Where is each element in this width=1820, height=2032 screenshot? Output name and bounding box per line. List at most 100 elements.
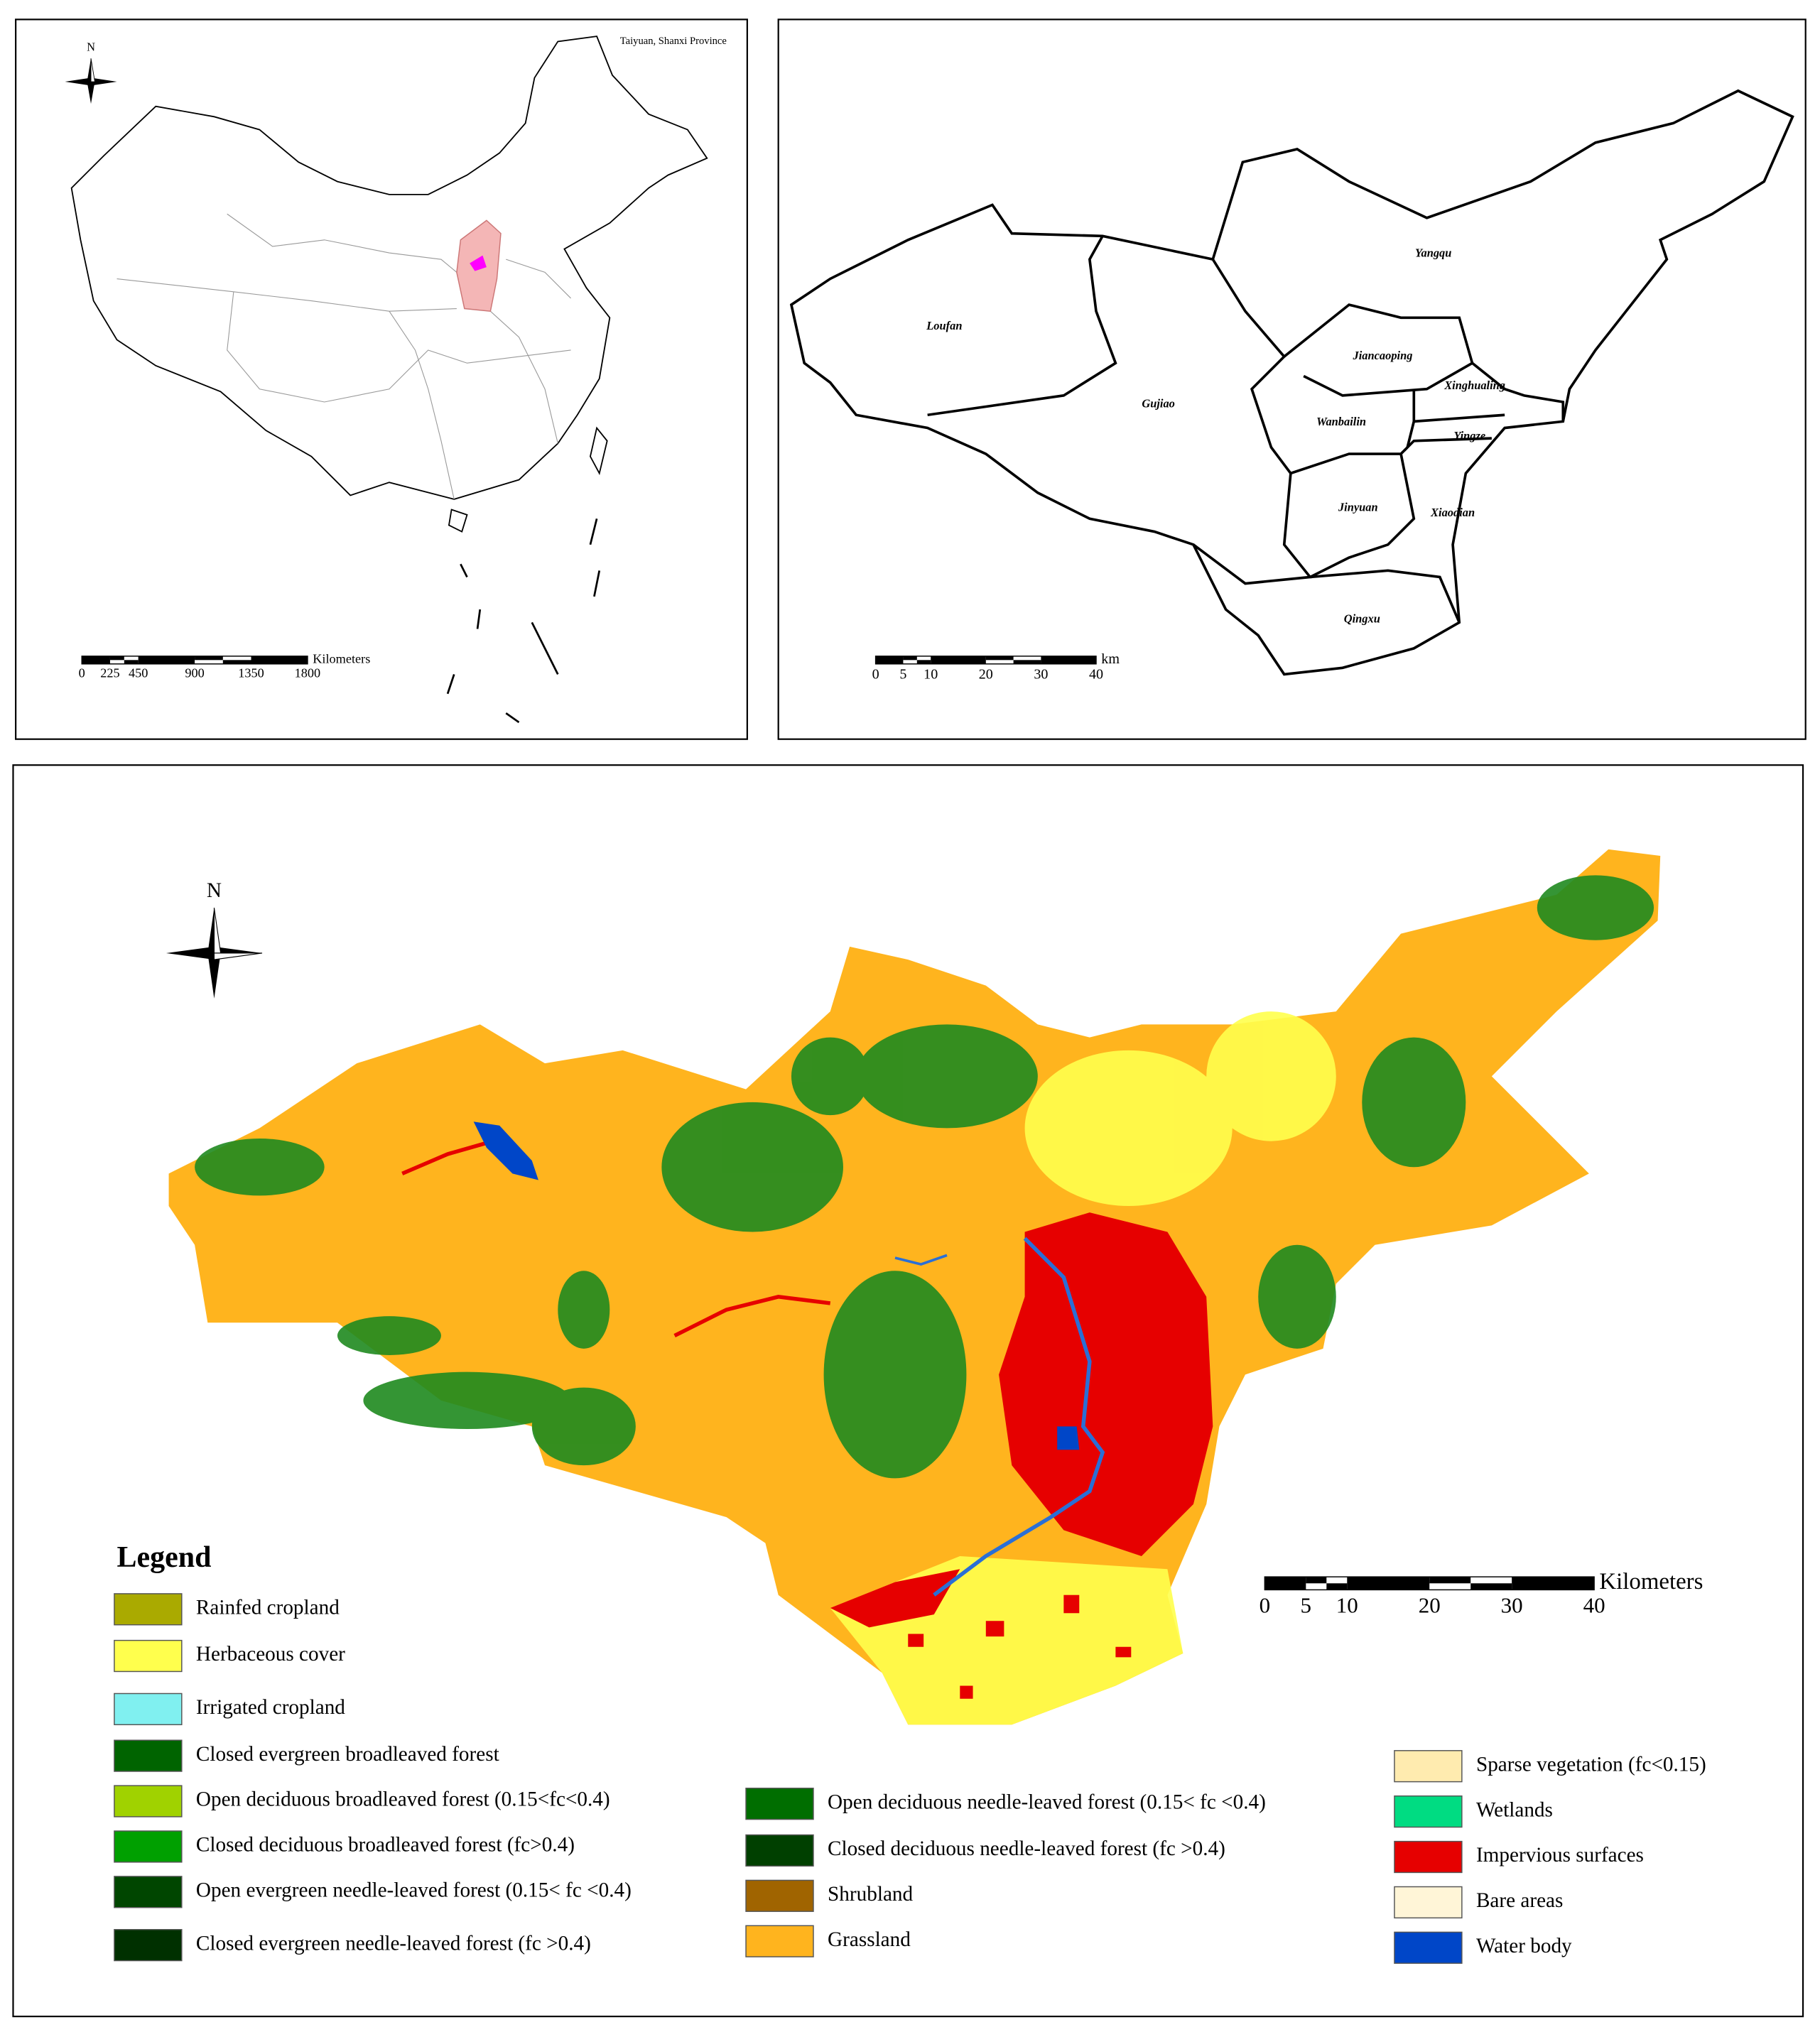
scale-segment <box>1470 1583 1512 1590</box>
scale-label: 0 <box>79 666 85 680</box>
scale-segment <box>222 660 251 664</box>
scale-segment <box>1013 660 1041 664</box>
scale-label: 5 <box>1301 1592 1312 1617</box>
legend-label: Closed evergreen needle-leaved forest (f… <box>196 1932 591 1955</box>
legend: Rainfed cropland Herbaceous cover Irrigate… <box>114 1593 1706 1964</box>
legend-label: Grassland <box>828 1928 911 1951</box>
legend-swatch <box>114 1929 183 1962</box>
scale-segment <box>1512 1577 1595 1590</box>
scale-segment <box>903 656 917 661</box>
legend-label: Rainfed cropland <box>196 1596 340 1619</box>
scale-segment <box>875 656 904 664</box>
scale-label: 10 <box>923 666 938 682</box>
legend-swatch <box>114 1785 183 1818</box>
district-label: Gujiao <box>1142 396 1175 410</box>
legend-label: Open deciduous broadleaved forest (0.15<… <box>196 1788 610 1811</box>
north-label: N <box>87 40 95 53</box>
district-label: Yangqu <box>1415 246 1451 260</box>
scale-segment <box>124 660 139 664</box>
legend-label: Water body <box>1476 1935 1572 1957</box>
district-label: Xiaodian <box>1430 506 1475 519</box>
legend-label: Sparse vegetation (fc<0.15) <box>1476 1753 1706 1776</box>
scale-segment <box>931 656 986 664</box>
legend-swatch <box>114 1639 183 1673</box>
scale-label: 225 <box>100 666 119 680</box>
scale-label: 40 <box>1089 666 1103 682</box>
scale-label: 40 <box>1583 1592 1605 1617</box>
taiyuan-marker <box>470 255 487 271</box>
district-boundaries <box>789 89 1794 676</box>
legend-label: Open deciduous needle-leaved forest (0.1… <box>828 1791 1266 1813</box>
legend-swatch <box>1394 1931 1463 1964</box>
legend-label: Shrubland <box>828 1883 913 1906</box>
scale-segment <box>1306 1577 1327 1584</box>
scale-segment <box>1041 656 1096 664</box>
scale-segment <box>985 656 1014 661</box>
legend-swatch <box>745 1925 814 1957</box>
district-label: Loufan <box>926 319 962 332</box>
district-labels: Loufan Gujiao Yangqu Jiancaoping Xinghualing… <box>926 246 1505 626</box>
legend-swatch <box>745 1834 814 1867</box>
legend-swatch <box>745 1788 814 1820</box>
scale-segment <box>916 660 931 664</box>
inset-title: Taiyuan, Shanxi Province <box>620 36 727 47</box>
legend-swatch <box>1394 1840 1463 1874</box>
legend-label: Closed evergreen broadleaved forest <box>196 1743 499 1766</box>
scale-segment <box>109 656 124 661</box>
district-frame <box>777 18 1807 740</box>
legend-swatch <box>745 1879 814 1912</box>
scale-segment <box>1326 1583 1348 1590</box>
scale-segment <box>138 656 195 664</box>
scale-label: 0 <box>872 666 879 682</box>
legend-swatch <box>1394 1750 1463 1783</box>
china-outline <box>70 36 708 533</box>
legend-label: Impervious surfaces <box>1476 1844 1644 1867</box>
province-lines <box>117 213 571 500</box>
legend-swatch <box>1394 1795 1463 1828</box>
legend-label: Irrigated cropland <box>196 1696 345 1719</box>
scale-segment <box>1429 1577 1471 1584</box>
land-cover-raster <box>168 849 1661 1725</box>
scale-label: 1350 <box>238 666 264 680</box>
scale-label: 450 <box>129 666 148 680</box>
scale-label: 30 <box>1034 666 1048 682</box>
district-label: Jiancaoping <box>1353 349 1413 362</box>
north-label: N <box>207 879 222 902</box>
legend-label: Open evergreen needle-leaved forest (0.1… <box>196 1879 632 1902</box>
legend-swatch <box>114 1830 183 1863</box>
legend-label: Bare areas <box>1476 1889 1563 1912</box>
district-label: Qingxu <box>1344 612 1380 625</box>
legend-swatch <box>114 1693 183 1726</box>
scale-segment <box>251 656 308 664</box>
legend-swatch <box>114 1876 183 1908</box>
legend-label: Herbaceous cover <box>196 1643 345 1666</box>
scale-label: 30 <box>1501 1592 1523 1617</box>
district-label: Jinyuan <box>1338 500 1378 514</box>
scale-unit: Kilometers <box>1599 1569 1703 1594</box>
islands <box>446 518 601 724</box>
district-label: Yingze <box>1453 429 1485 442</box>
district-label: Xinghualing <box>1443 379 1505 392</box>
scale-segment <box>195 656 223 661</box>
scale-segment <box>82 656 110 664</box>
scale-unit: Kilometers <box>313 652 370 666</box>
legend-swatch <box>114 1739 183 1772</box>
scale-label: 1800 <box>295 666 321 680</box>
legend-swatch <box>1394 1886 1463 1919</box>
legend-label: Wetlands <box>1476 1798 1553 1821</box>
scale-label: 5 <box>899 666 906 682</box>
district-label: Wanbailin <box>1316 415 1366 428</box>
scale-label: 0 <box>1260 1592 1271 1617</box>
scale-label: 900 <box>185 666 204 680</box>
scale-label: 20 <box>979 666 993 682</box>
scale-segment <box>1347 1577 1430 1590</box>
legend-label: Closed deciduous broadleaved forest (fc>… <box>196 1834 575 1857</box>
legend-label: Closed deciduous needle-leaved forest (f… <box>828 1837 1225 1860</box>
scale-label: 10 <box>1336 1592 1358 1617</box>
scale-unit: km <box>1101 651 1120 667</box>
scale-label: 20 <box>1419 1592 1441 1617</box>
legend-title: Legend <box>117 1541 212 1574</box>
scale-segment <box>1264 1577 1306 1590</box>
